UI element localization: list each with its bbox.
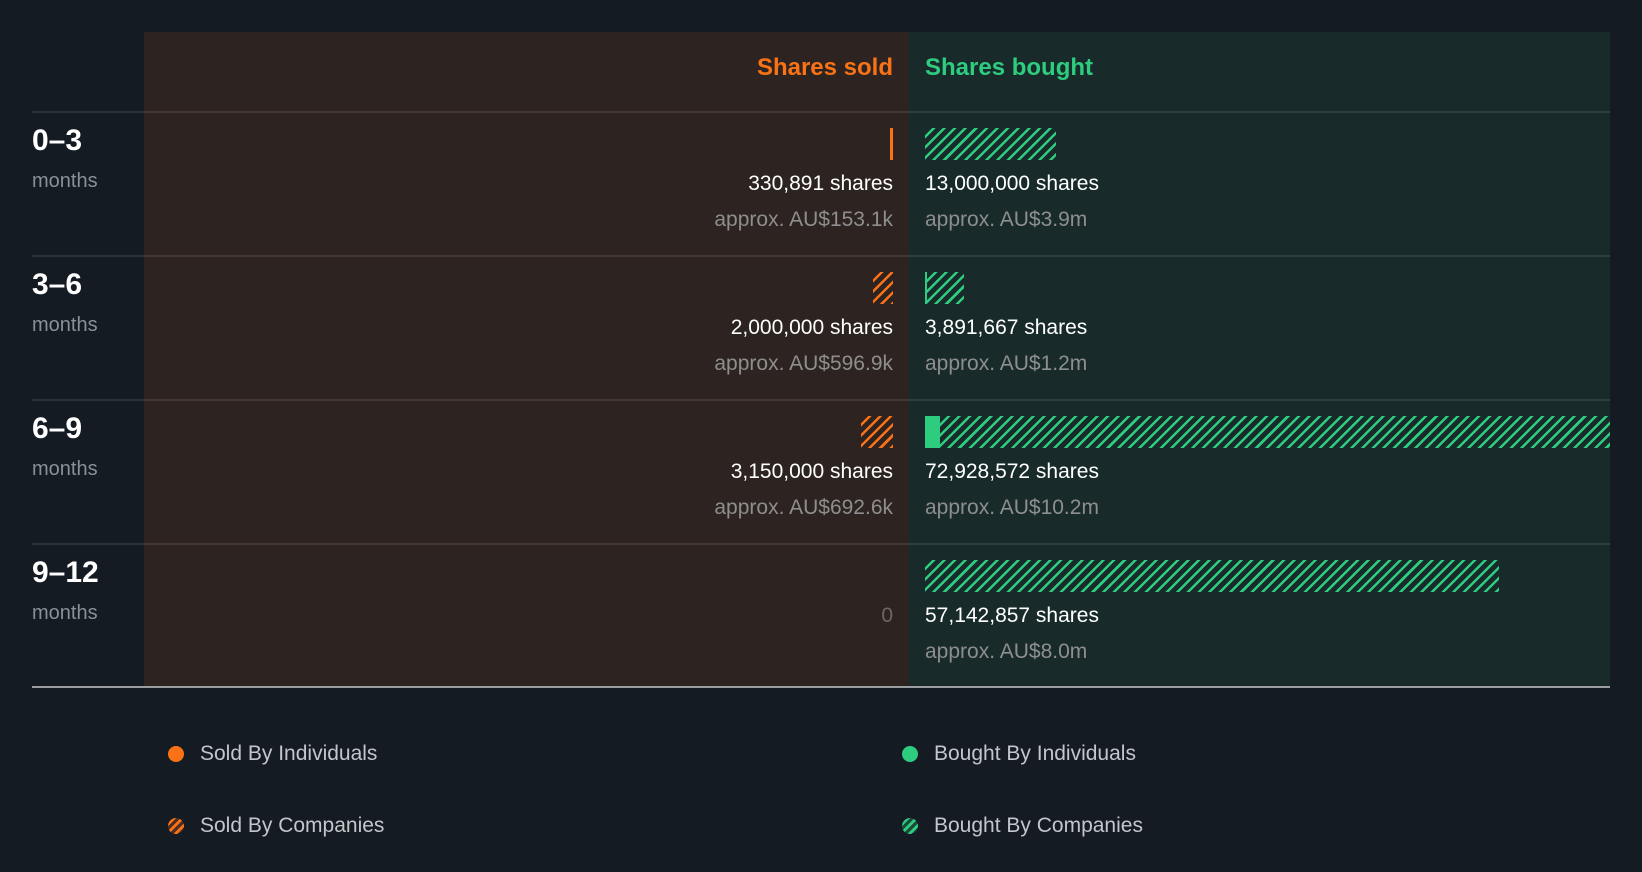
legend-label: Sold By Individuals — [200, 742, 378, 765]
bought-approx-value: approx. AU$1.2m — [925, 352, 1088, 375]
row-unit-label: months — [32, 602, 98, 624]
shares-sold-header: Shares sold — [756, 54, 893, 81]
bought-approx-value: approx. AU$10.2m — [925, 496, 1099, 519]
legend-bought-by-individuals[interactable]: Bought By Individuals — [902, 742, 1136, 766]
row-divider — [32, 399, 1610, 401]
row-unit-label: months — [32, 170, 98, 192]
orange-hatched-dot-icon — [168, 818, 184, 834]
row-9-12-months: 9–12 months 0 57,142,857 shares approx. … — [0, 544, 1642, 688]
bought-shares-value: 3,891,667 shares — [925, 316, 1088, 339]
orange-dot-icon — [168, 746, 184, 762]
sold-by-companies-bar[interactable] — [861, 416, 893, 448]
legend-label: Bought By Individuals — [934, 742, 1136, 765]
row-range-label: 6–9 — [32, 412, 83, 445]
sold-by-companies-bar[interactable] — [873, 272, 893, 304]
sold-shares-value: 2,000,000 shares — [730, 316, 893, 339]
bought-stacked-bar — [925, 416, 1610, 448]
green-hatched-dot-icon — [902, 818, 918, 834]
sold-approx-value: approx. AU$596.9k — [714, 352, 893, 375]
legend-bought-by-companies[interactable]: Bought By Companies — [902, 814, 1143, 838]
row-divider — [32, 543, 1610, 545]
sold-approx-value: approx. AU$692.6k — [714, 496, 893, 519]
legend-sold-by-individuals[interactable]: Sold By Individuals — [168, 742, 377, 766]
row-divider — [32, 255, 1610, 257]
sold-shares-value: 330,891 shares — [748, 172, 893, 195]
row-0-3-months: 0–3 months 330,891 shares approx. AU$153… — [0, 112, 1642, 256]
legend-sold-by-companies[interactable]: Sold By Companies — [168, 814, 384, 838]
row-range-label: 0–3 — [32, 124, 83, 157]
bought-shares-value: 57,142,857 shares — [925, 604, 1099, 627]
bought-by-companies-bar[interactable] — [925, 128, 1056, 160]
bought-by-individuals-bar[interactable] — [925, 416, 940, 448]
bought-by-companies-bar[interactable] — [925, 272, 964, 304]
row-unit-label: months — [32, 458, 98, 480]
sold-zero-value: 0 — [881, 604, 893, 627]
bought-approx-value: approx. AU$3.9m — [925, 208, 1088, 231]
row-3-6-months: 3–6 months 2,000,000 shares approx. AU$5… — [0, 256, 1642, 400]
row-unit-label: months — [32, 314, 98, 336]
row-range-label: 9–12 — [32, 556, 99, 589]
shares-sold-panel — [144, 32, 909, 686]
row-6-9-months: 6–9 months 3,150,000 shares approx. AU$6… — [0, 400, 1642, 544]
row-range-label: 3–6 — [32, 268, 83, 301]
bought-by-companies-bar[interactable] — [925, 560, 1499, 592]
row-divider — [32, 111, 1610, 113]
sold-approx-value: approx. AU$153.1k — [714, 208, 893, 231]
legend-label: Sold By Companies — [200, 814, 385, 837]
legend-label: Bought By Companies — [934, 814, 1143, 837]
bought-shares-value: 13,000,000 shares — [925, 172, 1099, 195]
chart-baseline — [32, 686, 1610, 688]
bought-approx-value: approx. AU$8.0m — [925, 640, 1088, 663]
shares-bought-header: Shares bought — [925, 54, 1094, 81]
green-dot-icon — [902, 746, 918, 762]
sold-shares-value: 3,150,000 shares — [730, 460, 893, 483]
bought-shares-value: 72,928,572 shares — [925, 460, 1099, 483]
bought-by-companies-bar[interactable] — [940, 416, 1610, 448]
sold-by-individuals-bar[interactable] — [890, 128, 893, 160]
